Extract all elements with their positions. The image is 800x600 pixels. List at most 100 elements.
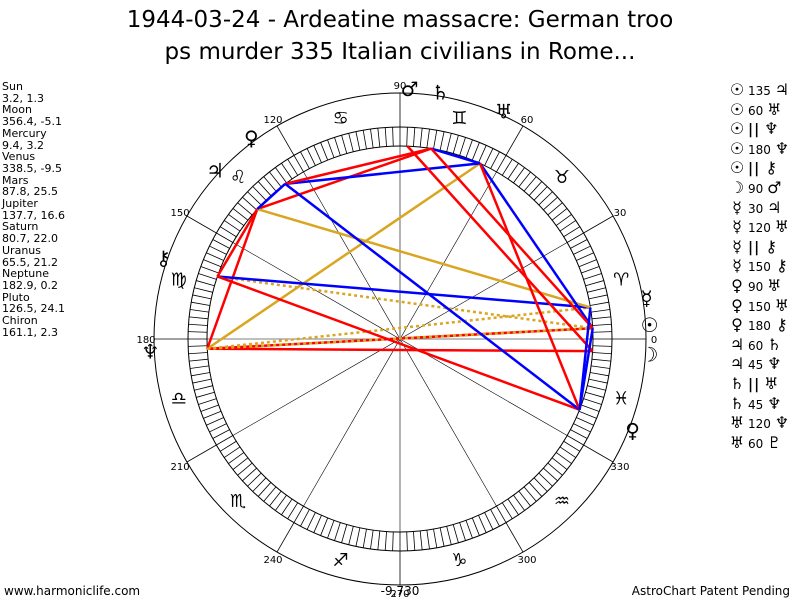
degree-tick — [439, 131, 445, 151]
aspect-line-mars-moon — [406, 145, 594, 352]
degree-tick — [496, 505, 507, 523]
aspect-row: ♄ 45 ♆ — [728, 394, 791, 414]
degree-tick — [406, 531, 408, 551]
degree-tick — [413, 531, 416, 551]
degree-tick — [362, 130, 367, 150]
aspect-row: ☽ 90 ♂ — [728, 178, 791, 198]
aspect-planet-1: ☿ — [732, 197, 742, 217]
planet-coords: 3.2, 1.3 — [2, 91, 44, 105]
aspect-planet-2: ⚷ — [776, 256, 788, 276]
degree-tick — [203, 259, 222, 268]
degree-tick — [583, 273, 602, 280]
aspect-row: ☿ 30 ♃ — [728, 198, 791, 218]
aspects-list: ☉ 135 ♃ ☉ 60 ♅ ☉ || ♆ ☉ 180 ♆ ☉ || ⚷ ☽ 90 ♂ ☿ 30 ♃ ☿ 120 ♅ ☿ || ⚷ ☿… — [728, 80, 791, 452]
aspect-planet-1: ☿ — [732, 236, 742, 256]
degree-tick — [209, 245, 227, 255]
degree-tick — [237, 462, 253, 476]
planet-coords: 9.4, 3.2 — [2, 138, 44, 152]
chiron-icon: ⚷ — [156, 246, 171, 270]
degree-tick — [206, 417, 224, 426]
degree-tick — [224, 220, 241, 232]
degree-tick — [591, 365, 610, 369]
aspect-planet-2: ♅ — [764, 373, 779, 393]
aspect-planet-2: ♅ — [774, 295, 790, 315]
aspect-angle: 120 — [748, 417, 771, 432]
degree-tick — [576, 417, 594, 426]
aspect-line-neptune-uranus — [206, 162, 481, 350]
degree-tick — [587, 287, 606, 293]
aspect-row: ☉ || ♆ — [728, 119, 791, 139]
degree-tick — [570, 429, 588, 439]
planet-coords: 161.1, 2.3 — [2, 325, 58, 339]
degree-label: 120 — [263, 115, 282, 126]
aspect-row: ♄ || ♅ — [728, 374, 791, 394]
degree-tick — [362, 528, 367, 548]
degree-tick — [478, 515, 487, 533]
aspect-line-uranus-saturn — [430, 147, 481, 165]
aspect-angle: 120 — [748, 221, 771, 236]
degree-tick — [370, 530, 374, 549]
aspect-line-uranus-sun — [479, 162, 594, 329]
degree-label: 0 — [651, 335, 657, 346]
aspect-angle: 180 — [748, 142, 771, 157]
aspect-row: ☿ || ⚷ — [728, 237, 791, 257]
degree-tick — [212, 429, 230, 439]
aspect-row: ☉ || ⚷ — [728, 158, 791, 178]
spoke-line — [303, 171, 401, 340]
title-line-2: ps murder 335 Italian civilians in Rome.… — [164, 39, 636, 65]
aspect-planet-2: ♆ — [764, 119, 779, 139]
degree-tick — [257, 181, 272, 196]
degree-tick — [547, 202, 563, 216]
aspect-angle: || — [748, 161, 761, 178]
planet-name: Chiron — [2, 314, 38, 328]
degree-tick — [191, 301, 211, 306]
aspect-angle: 150 — [748, 299, 771, 314]
aspect-planet-1: ♃ — [729, 354, 745, 374]
sign-divider — [276, 125, 295, 156]
degree-tick — [237, 202, 253, 216]
aspect-angle: || — [748, 239, 761, 256]
aspect-line-neptune-mercury — [207, 306, 591, 351]
degree-tick — [446, 526, 452, 545]
degree-tick — [433, 130, 438, 150]
saturn-icon: ♄ — [431, 80, 449, 104]
degree-tick — [591, 358, 611, 362]
aries-sign-icon: ♈ — [613, 270, 629, 291]
degree-tick — [589, 372, 609, 377]
aspect-planet-1: ♃ — [729, 334, 745, 354]
sign-divider — [186, 215, 217, 234]
capricorn-sign-icon: ♑ — [451, 550, 467, 571]
degree-tick — [287, 502, 299, 519]
degree-tick — [198, 273, 217, 280]
degree-tick — [306, 512, 316, 530]
degree-tick — [293, 155, 304, 173]
degree-tick — [581, 266, 600, 274]
degree-tick — [281, 163, 293, 180]
degree-tick — [232, 208, 249, 221]
degree-tick — [263, 176, 277, 192]
aspect-planet-1: ♄ — [729, 373, 745, 393]
degree-tick — [216, 435, 234, 446]
aspect-row: ☉ 180 ♆ — [728, 139, 791, 159]
degree-tick — [559, 220, 576, 232]
aspect-planet-1: ☉ — [729, 80, 745, 99]
degree-tick — [528, 482, 543, 497]
degree-tick — [192, 294, 212, 300]
degree-tick — [384, 531, 387, 551]
virgo-sign-icon: ♍ — [171, 270, 187, 291]
degree-label: 90 — [394, 81, 407, 92]
degree-tick — [446, 133, 452, 152]
degree-tick — [513, 167, 525, 184]
degree-tick — [334, 137, 341, 156]
degree-tick — [247, 472, 262, 487]
gemini-sign-icon: ♊ — [451, 108, 467, 129]
planet-name: Mercury — [2, 126, 47, 140]
spoke-line — [399, 338, 497, 507]
degree-tick — [313, 515, 322, 533]
degree-tick — [471, 517, 480, 536]
degree-tick — [573, 423, 591, 433]
footer-website[interactable]: www.harmoniclife.com — [4, 584, 141, 598]
aspect-planet-1: ☿ — [732, 256, 742, 276]
degree-tick — [413, 127, 416, 147]
degree-tick — [355, 527, 361, 547]
